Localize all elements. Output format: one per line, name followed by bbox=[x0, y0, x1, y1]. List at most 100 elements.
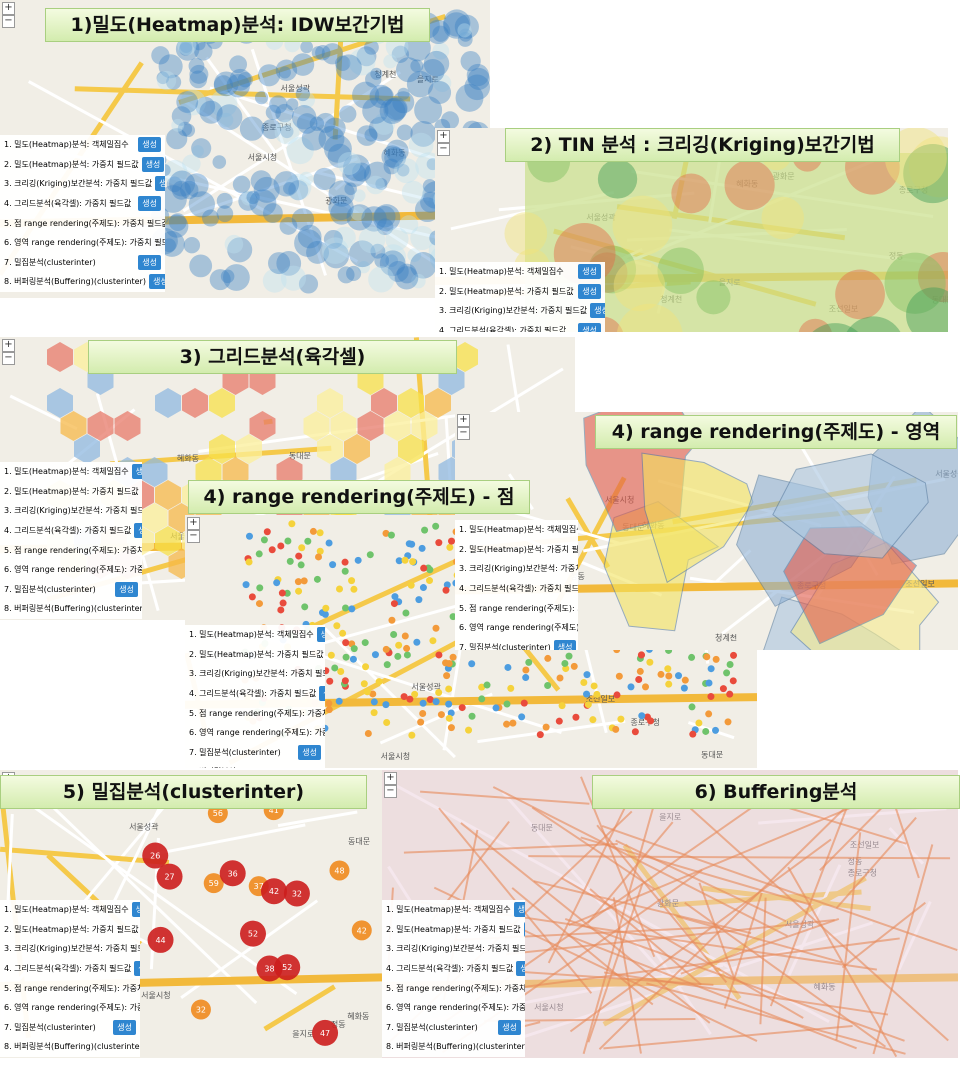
menu-text: 8. 버퍼링분석(Buffering)(clusterinter) bbox=[386, 1042, 525, 1052]
panel-title: 1)밀도(Heatmap)분석: IDW보간기법 bbox=[45, 8, 430, 42]
point-marker bbox=[443, 672, 451, 680]
cluster-count: 56 bbox=[213, 809, 223, 818]
buffer-line bbox=[596, 824, 728, 983]
create-button[interactable]: 생성 bbox=[113, 1019, 136, 1035]
heat-spot bbox=[286, 136, 314, 165]
heat-spot bbox=[344, 182, 357, 196]
tin-blob bbox=[671, 173, 712, 214]
create-button[interactable]: 생성 bbox=[513, 902, 525, 918]
heat-spot bbox=[352, 162, 372, 182]
zoom-out[interactable]: − bbox=[457, 427, 470, 440]
create-button[interactable]: 생성 bbox=[590, 303, 605, 319]
zoom-in[interactable]: + bbox=[187, 517, 200, 530]
create-button[interactable]: 생성 bbox=[138, 254, 161, 270]
map-canvas: 서울성곽종로구청서울시청청계천조선일보동대문혜화동광화문정동을지로 bbox=[455, 412, 958, 650]
tin-blob bbox=[798, 318, 832, 332]
create-button[interactable]: 생성 bbox=[516, 961, 525, 977]
hex-cell bbox=[398, 388, 424, 418]
create-button[interactable]: 생성 bbox=[115, 581, 138, 597]
point-marker bbox=[707, 693, 715, 701]
create-button[interactable]: 생성 bbox=[138, 196, 161, 212]
zoom-in[interactable]: + bbox=[2, 2, 15, 15]
create-button[interactable]: 생성 bbox=[131, 464, 142, 480]
point-marker bbox=[478, 683, 486, 691]
zoom-out[interactable]: − bbox=[437, 143, 450, 156]
point-marker bbox=[703, 653, 711, 661]
create-button[interactable]: 생성 bbox=[316, 627, 325, 643]
zoom-in[interactable]: + bbox=[2, 339, 15, 352]
heat-spot bbox=[383, 54, 398, 69]
menu-text: 8. 버퍼링분석(Buffering)(clusterinter) bbox=[189, 766, 325, 768]
point-marker bbox=[294, 578, 302, 586]
point-marker bbox=[421, 526, 429, 534]
point-marker bbox=[680, 684, 688, 692]
tin-blob bbox=[812, 323, 859, 332]
create-button[interactable]: 생성 bbox=[578, 283, 601, 299]
zoom-out[interactable]: − bbox=[2, 352, 15, 365]
create-button[interactable]: 생성 bbox=[148, 274, 165, 290]
heat-spot bbox=[321, 237, 349, 264]
cluster-count: 47 bbox=[320, 1029, 330, 1038]
create-button[interactable]: 생성 bbox=[141, 156, 165, 172]
create-button[interactable]: 생성 bbox=[498, 1019, 521, 1035]
menu-item: 4. 그리드분석(육각셀): 가중치 필드값 생성 bbox=[435, 321, 605, 332]
cluster-marker bbox=[329, 860, 350, 881]
buffer-line bbox=[615, 839, 787, 923]
heat-spot bbox=[415, 197, 440, 223]
heat-spot bbox=[273, 171, 300, 197]
cluster-count: 38 bbox=[264, 965, 274, 974]
heat-spot bbox=[298, 92, 315, 109]
buffer-line bbox=[587, 883, 644, 1043]
zoom-out[interactable]: − bbox=[2, 15, 15, 28]
point-marker bbox=[283, 589, 291, 597]
point-marker bbox=[719, 685, 727, 693]
heat-spot bbox=[362, 97, 389, 124]
create-button[interactable]: 생성 bbox=[578, 264, 601, 280]
point-marker bbox=[403, 651, 411, 659]
create-button[interactable]: 생성 bbox=[134, 523, 142, 539]
create-button[interactable]: 생성 bbox=[298, 744, 321, 760]
point-marker bbox=[277, 606, 285, 614]
street bbox=[28, 80, 359, 263]
zoom-control: +− bbox=[2, 2, 15, 28]
heat-spot bbox=[298, 274, 319, 294]
create-button[interactable]: 생성 bbox=[553, 639, 577, 650]
create-button[interactable]: 생성 bbox=[319, 686, 325, 702]
menu-item: 8. 버퍼링분석(Buffering)(clusterinter)생성 bbox=[0, 1037, 140, 1057]
create-button[interactable]: 생성 bbox=[578, 323, 601, 332]
heat-spot bbox=[392, 91, 415, 114]
create-button[interactable]: 생성 bbox=[134, 961, 140, 977]
place-label: 혜화동 bbox=[813, 983, 835, 992]
place-label: 광화문 bbox=[657, 898, 679, 908]
zoom-in[interactable]: + bbox=[384, 772, 397, 785]
cluster-count: 36 bbox=[228, 869, 238, 878]
buffer-line bbox=[569, 838, 832, 1033]
buffer-line bbox=[403, 843, 618, 854]
heat-spot bbox=[457, 32, 473, 47]
zoom-in[interactable]: + bbox=[437, 130, 450, 143]
heat-spot bbox=[381, 145, 404, 168]
menu-text: 3. 크리깅(Kriging)보간분석: 가중치 필드값 bbox=[189, 669, 325, 679]
hex-cell bbox=[276, 457, 303, 487]
heat-spot bbox=[250, 170, 272, 192]
create-button[interactable]: 생성 bbox=[138, 137, 161, 153]
panel-title: 3) 그리드분석(육각셀) bbox=[88, 340, 457, 374]
heat-spot bbox=[199, 100, 223, 124]
create-button[interactable]: 생성 bbox=[155, 176, 165, 192]
create-button[interactable]: 생성 bbox=[523, 921, 525, 937]
buffer-line bbox=[678, 797, 949, 1042]
street bbox=[501, 791, 669, 981]
tin-blob bbox=[613, 259, 666, 312]
zoom-in[interactable]: + bbox=[457, 414, 470, 427]
create-button[interactable]: 생성 bbox=[131, 902, 140, 918]
zoom-out[interactable]: − bbox=[384, 785, 397, 798]
place-label: 을지로 bbox=[659, 813, 681, 822]
zoom-out[interactable]: − bbox=[187, 530, 200, 543]
point-marker bbox=[627, 683, 635, 691]
heat-spot bbox=[422, 179, 437, 193]
